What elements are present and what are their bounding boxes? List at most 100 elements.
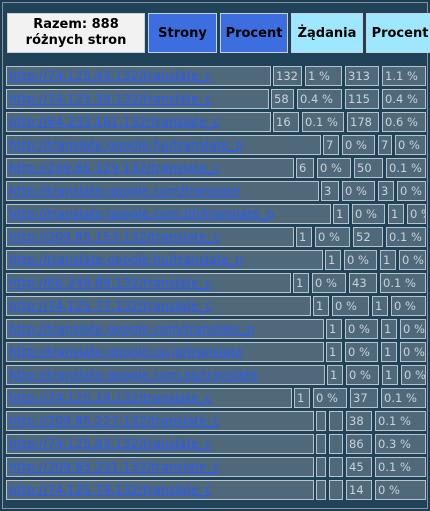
url-link[interactable]: http://translate.google.com/translate_p <box>9 321 255 336</box>
table-row: http://64.233.161.132/translate_c 16 0.1 %… <box>6 112 426 132</box>
pages-percent-cell: 0 % <box>315 227 350 247</box>
pages-cell: 1 <box>327 365 343 385</box>
pages-cell: 58 <box>271 89 294 109</box>
url-cell: http://translate.google.hu/translate_n <box>6 250 323 270</box>
url-link[interactable]: http://translate.google.com.bh/translate… <box>9 206 275 221</box>
pages-percent-cell: 0.4 % <box>297 89 342 109</box>
pages-cell: 1 <box>326 319 342 339</box>
requests-cell: 1 <box>382 365 398 385</box>
url-link[interactable]: http://74.125.79.132/translate_c <box>9 482 212 497</box>
table-row: http://209.85.227.132/translate_c 38 0.1 % <box>6 411 426 431</box>
col-requests-header[interactable]: Żądania <box>291 13 363 53</box>
requests-cell: 43 <box>349 273 377 293</box>
requests-percent-cell: 0 % <box>391 296 426 316</box>
url-cell: http://translate.google.com.sa/translate <box>6 365 325 385</box>
table-row: http://209.85.153.132/translate_c 1 0 % 52 0… <box>6 227 426 247</box>
pages-percent-cell: 0 % <box>344 250 377 270</box>
requests-percent-cell: 0 % <box>400 319 426 339</box>
requests-percent-cell: 0 % <box>400 342 426 362</box>
url-link[interactable]: http://209.85.129.132/translate_c <box>9 160 220 175</box>
pages-percent-cell: 0 % <box>313 388 347 408</box>
url-cell: http://209.85.231.132/translate_c <box>6 457 314 477</box>
requests-percent-cell: 0.4 % <box>382 89 426 109</box>
requests-percent-cell: 0 % <box>395 135 426 155</box>
pages-percent-cell: 1 % <box>305 66 342 86</box>
url-link[interactable]: http://74.125.77.132/translate_c <box>9 298 212 313</box>
total-count: Razem: 888 <box>33 17 119 32</box>
table-row: http://translate.google.hu/translate_n 1 0… <box>6 250 426 270</box>
pages-cell: 132 <box>273 66 302 86</box>
total-pages-cell: Razem: 888 różnych stron <box>7 13 145 53</box>
url-link[interactable]: http://74.125.39.132/translate_c <box>9 91 212 106</box>
url-link[interactable]: http://translate.google.com.sa/translate <box>9 367 259 382</box>
pages-percent-cell <box>329 457 343 477</box>
table-row: http://translate.google.com.sa/translate… <box>6 365 426 385</box>
table-row: http://66.249.89.132/translate_c 1 0 % 43 0.… <box>6 273 426 293</box>
url-link[interactable]: http://translate.google.com/translate <box>9 183 241 198</box>
requests-percent-cell: 0 % <box>397 181 426 201</box>
url-link[interactable]: http://209.85.227.132/translate_c <box>9 413 220 428</box>
url-cell: http://translate.google.com/translate_p <box>6 319 324 339</box>
url-link[interactable]: http://64.233.161.132/translate_c <box>9 114 220 129</box>
requests-cell: 1 <box>372 296 388 316</box>
requests-percent-cell: 0.6 % <box>382 112 426 132</box>
url-cell: http://translate.google.co.jp/translate <box>6 342 324 362</box>
requests-percent-cell: 0.1 % <box>380 273 426 293</box>
table-row: http://74.125.19.132/translate_c 1 0 % 37 0.… <box>6 388 426 408</box>
col-pages-percent-header[interactable]: Procent <box>220 13 288 53</box>
requests-percent-cell: 0.3 % <box>375 434 426 454</box>
url-cell: http://translate.google.com/translate <box>6 181 319 201</box>
url-link[interactable]: http://74.125.19.132/translate_c <box>9 390 212 405</box>
requests-cell: 3 <box>378 181 394 201</box>
table-row: http://209.85.231.132/translate_c 45 0.1 % <box>6 457 426 477</box>
table-row: http://74.125.39.132/translate_c 58 0.4 % 1… <box>6 89 426 109</box>
col-requests-percent-header[interactable]: Procent <box>366 13 430 53</box>
requests-percent-cell: 0 % <box>401 365 426 385</box>
table-row: http://74.125.43.132/translate_c 132 1 % 31… <box>6 66 426 86</box>
requests-cell: 37 <box>350 388 378 408</box>
pages-cell: 16 <box>273 112 299 132</box>
requests-percent-cell: 0.1 % <box>375 411 426 431</box>
requests-percent-cell: 0.1 % <box>381 388 426 408</box>
url-link[interactable]: http://translate.google.hu/translate_p <box>9 137 244 152</box>
table-row: http://74.125.79.132/translate_c 14 0 % <box>6 480 426 500</box>
requests-cell: 1 <box>381 319 397 339</box>
url-link[interactable]: http://209.85.231.132/translate_c <box>9 459 220 474</box>
url-cell: http://74.125.77.132/translate_c <box>6 296 311 316</box>
requests-cell: 1 <box>381 342 397 362</box>
pages-cell: 7 <box>323 135 339 155</box>
url-link[interactable]: http://66.249.89.132/translate_c <box>9 275 212 290</box>
requests-cell: 86 <box>346 434 372 454</box>
pages-cell: 1 <box>325 250 341 270</box>
url-link[interactable]: http://74.125.43.132/translate_c <box>9 68 212 83</box>
requests-cell: 178 <box>347 112 379 132</box>
requests-percent-cell: 0.1 % <box>386 227 426 247</box>
table-row: http://translate.google.com/translate_p 1… <box>6 319 426 339</box>
url-link[interactable]: http://74.125.93.132/translate_c <box>9 436 212 451</box>
pages-percent-cell: 0 % <box>346 365 379 385</box>
requests-cell: 14 <box>346 480 372 500</box>
table-row: http://translate.google.hu/translate_p 7 0… <box>6 135 426 155</box>
pages-percent-cell: 0 % <box>345 319 378 339</box>
url-cell: http://translate.google.hu/translate_p <box>6 135 321 155</box>
col-pages-header[interactable]: Strony <box>148 13 217 53</box>
requests-cell: 38 <box>346 411 372 431</box>
pages-percent-cell <box>329 434 343 454</box>
requests-percent-cell: 0 % <box>399 250 426 270</box>
pages-cell <box>316 411 326 431</box>
requests-percent-cell: 0.1 % <box>375 457 426 477</box>
url-cell: http://64.233.161.132/translate_c <box>6 112 271 132</box>
url-link[interactable]: http://209.85.153.132/translate_c <box>9 229 220 244</box>
pages-cell: 1 <box>296 227 312 247</box>
pages-percent-cell: 0 % <box>312 273 346 293</box>
requests-cell: 313 <box>345 66 379 86</box>
requests-percent-cell: 0.1 % <box>386 158 426 178</box>
url-link[interactable]: http://translate.google.hu/translate_n <box>9 252 244 267</box>
url-link[interactable]: http://translate.google.co.jp/translate <box>9 344 244 359</box>
table-row: http://translate.google.com.bh/translate… <box>6 204 426 224</box>
pages-cell: 1 <box>326 342 342 362</box>
pages-percent-cell: 0 % <box>352 204 385 224</box>
url-cell: http://translate.google.com.bh/translate… <box>6 204 331 224</box>
url-cell: http://209.85.153.132/translate_c <box>6 227 294 247</box>
